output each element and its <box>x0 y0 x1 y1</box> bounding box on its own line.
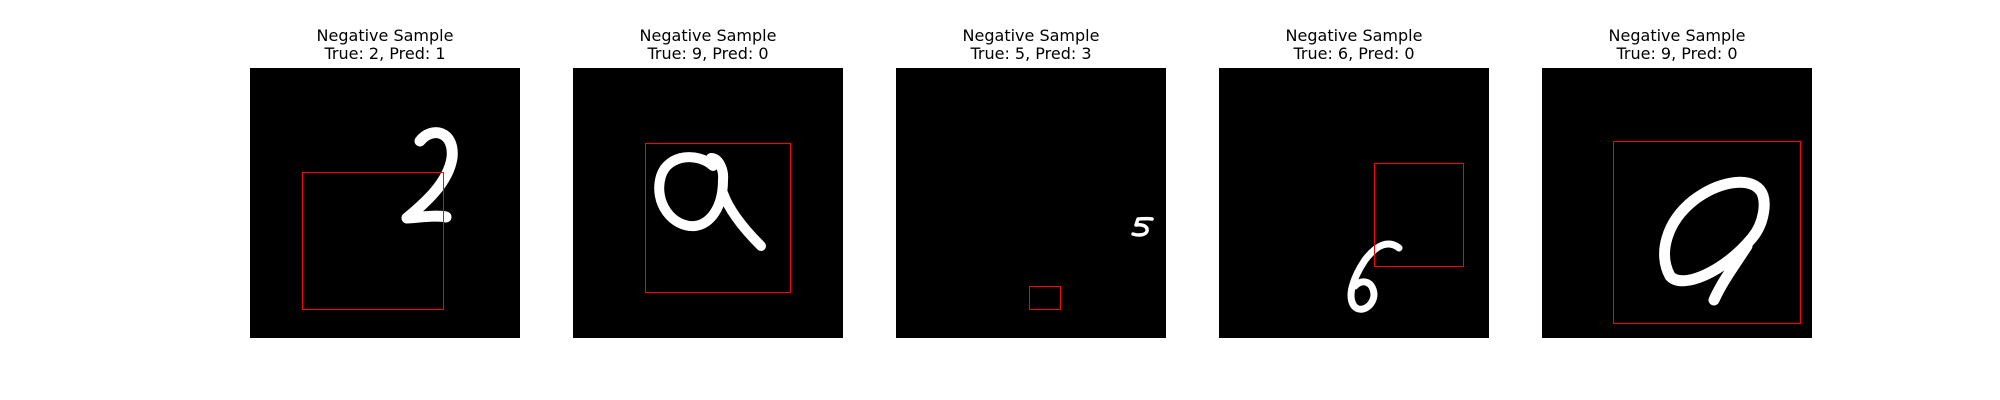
digit-nine <box>654 152 766 251</box>
panel-title: Negative Sample True: 5, Pred: 3 <box>896 27 1166 63</box>
prediction-box <box>1374 163 1464 267</box>
panel-heading: Negative Sample <box>1608 26 1746 45</box>
prediction-box <box>302 172 444 310</box>
panel-label: True: 6, Pred: 0 <box>1293 44 1415 63</box>
panel-title: Negative Sample True: 6, Pred: 0 <box>1219 27 1489 63</box>
prediction-box <box>1613 141 1801 324</box>
panel-heading: Negative Sample <box>1285 26 1423 45</box>
digit-six <box>1347 240 1403 313</box>
panel-label: True: 9, Pred: 0 <box>1616 44 1738 63</box>
panel-label: True: 2, Pred: 1 <box>324 44 446 63</box>
panel-title: Negative Sample True: 2, Pred: 1 <box>250 27 520 63</box>
sample-panel-1: Negative Sample True: 2, Pred: 1 <box>250 0 520 340</box>
panel-title: Negative Sample True: 9, Pred: 0 <box>573 27 843 63</box>
panel-heading: Negative Sample <box>639 26 777 45</box>
panel-heading: Negative Sample <box>962 26 1100 45</box>
panel-title: Negative Sample True: 9, Pred: 0 <box>1542 27 1812 63</box>
digit-image <box>1542 68 1812 338</box>
prediction-box <box>1029 286 1061 310</box>
sample-panel-2: Negative Sample True: 9, Pred: 0 <box>573 0 843 340</box>
digit-two <box>401 127 458 224</box>
prediction-box <box>645 143 791 293</box>
digit-image <box>250 68 520 338</box>
digit-five <box>1131 216 1154 237</box>
digit-nine <box>1659 176 1770 306</box>
panel-label: True: 5, Pred: 3 <box>970 44 1092 63</box>
digit-image <box>896 68 1166 338</box>
digit-image <box>573 68 843 338</box>
digit-image <box>1219 68 1489 338</box>
sample-panel-3: Negative Sample True: 5, Pred: 3 <box>896 0 1166 340</box>
panel-heading: Negative Sample <box>316 26 454 45</box>
sample-panel-4: Negative Sample True: 6, Pred: 0 <box>1219 0 1489 340</box>
panel-label: True: 9, Pred: 0 <box>647 44 769 63</box>
sample-panel-5: Negative Sample True: 9, Pred: 0 <box>1542 0 1812 340</box>
